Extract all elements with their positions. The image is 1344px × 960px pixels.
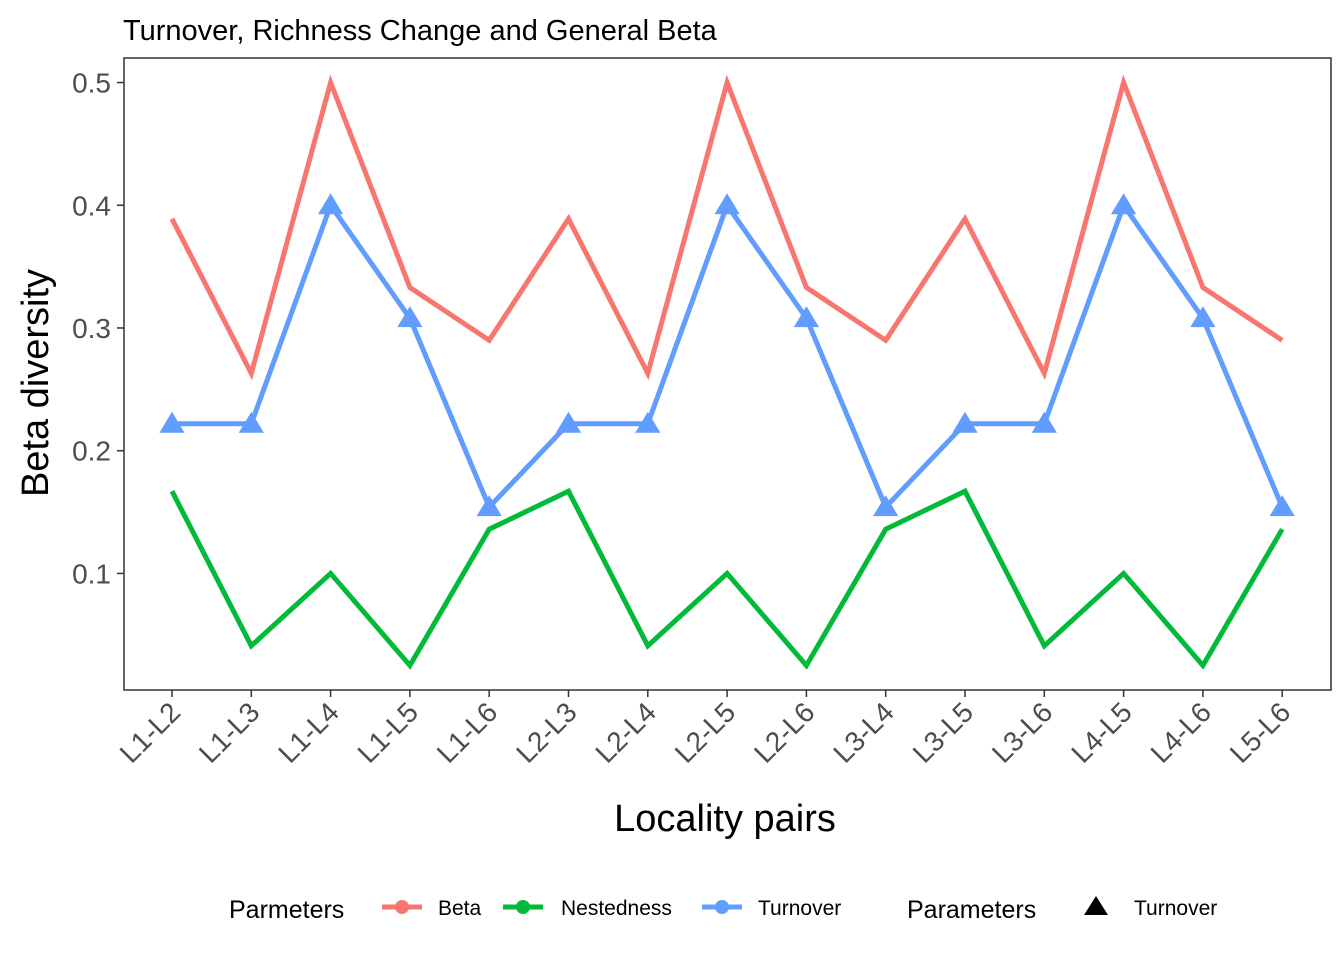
legend-item-beta: Beta — [382, 897, 482, 920]
x-tick-label-10: L3-L5 — [907, 696, 980, 769]
x-tick-label-4: L1-L6 — [431, 696, 504, 769]
x-tick-label-7: L2-L5 — [669, 696, 742, 769]
series-line-nestedness — [169, 487, 1285, 670]
x-tick-label-14: L5-L6 — [1224, 696, 1297, 769]
legend-item-turnover: Turnover — [702, 897, 841, 920]
point-turnover-9 — [873, 495, 899, 517]
x-tick-label-2: L1-L4 — [272, 696, 345, 769]
legend-label-shape-turnover: Turnover — [1134, 897, 1217, 920]
legend-key-beta-dot — [395, 900, 409, 914]
point-turnover-6 — [635, 411, 661, 433]
point-turnover-0 — [159, 411, 185, 433]
point-turnover-3 — [397, 306, 423, 328]
y-axis: 0.1 0.2 0.3 0.4 0.5 — [72, 68, 124, 589]
x-tick-label-8: L2-L6 — [748, 696, 821, 769]
x-tick-label-13: L4-L6 — [1145, 696, 1218, 769]
x-tick-label-6: L2-L4 — [589, 696, 662, 769]
legend: Parmeters Beta Nestedness Turnover Param… — [229, 896, 1217, 924]
series-layer — [159, 74, 1295, 670]
point-turnover-1 — [238, 411, 264, 433]
legend-color-title: Parmeters — [229, 896, 344, 924]
x-tick-label-11: L3-L6 — [986, 696, 1059, 769]
point-turnover-4 — [476, 495, 502, 517]
x-axis: L1-L2 L1-L3 L1-L4 L1-L5 L1-L6 L2-L3 L2-L4 L2-L5… — [114, 690, 1297, 769]
triangle-icon — [1084, 896, 1108, 915]
point-turnover-10 — [952, 411, 978, 433]
x-tick-label-3: L1-L5 — [352, 696, 425, 769]
legend-label-beta: Beta — [438, 897, 482, 920]
legend-key-turnover-dot — [715, 900, 729, 914]
legend-label-nestedness: Nestedness — [561, 897, 672, 920]
point-turnover-14 — [1269, 495, 1295, 517]
y-tick-label-0: 0.1 — [72, 558, 111, 589]
point-turnover-5 — [555, 411, 582, 433]
point-turnover-13 — [1190, 306, 1216, 328]
x-tick-label-1: L1-L3 — [193, 696, 266, 769]
legend-label-turnover: Turnover — [758, 897, 841, 920]
point-turnover-7 — [714, 193, 740, 215]
legend-key-nestedness-dot — [516, 900, 530, 914]
y-axis-title: Beta diversity — [15, 269, 57, 497]
x-tick-label-0: L1-L2 — [114, 696, 187, 769]
chart-title: Turnover, Richness Change and General Be… — [123, 15, 718, 47]
y-tick-label-2: 0.3 — [72, 313, 111, 344]
series-line-turnover — [172, 199, 1285, 512]
x-tick-label-5: L2-L3 — [510, 696, 583, 769]
y-tick-label-1: 0.2 — [72, 436, 111, 467]
legend-item-shape-turnover: Turnover — [1084, 896, 1217, 920]
series-line-beta — [169, 74, 1284, 381]
legend-shape-title: Parameters — [907, 896, 1036, 924]
x-axis-title: Locality pairs — [614, 798, 836, 840]
y-tick-label-4: 0.5 — [72, 68, 111, 99]
point-turnover-12 — [1111, 193, 1137, 215]
point-turnover-2 — [318, 193, 344, 215]
point-turnover-11 — [1031, 411, 1057, 433]
x-tick-label-12: L4-L5 — [1065, 696, 1138, 769]
legend-item-nestedness: Nestedness — [503, 897, 672, 920]
y-tick-label-3: 0.4 — [72, 190, 111, 221]
x-tick-label-9: L3-L4 — [827, 696, 900, 769]
point-turnover-8 — [793, 306, 819, 328]
